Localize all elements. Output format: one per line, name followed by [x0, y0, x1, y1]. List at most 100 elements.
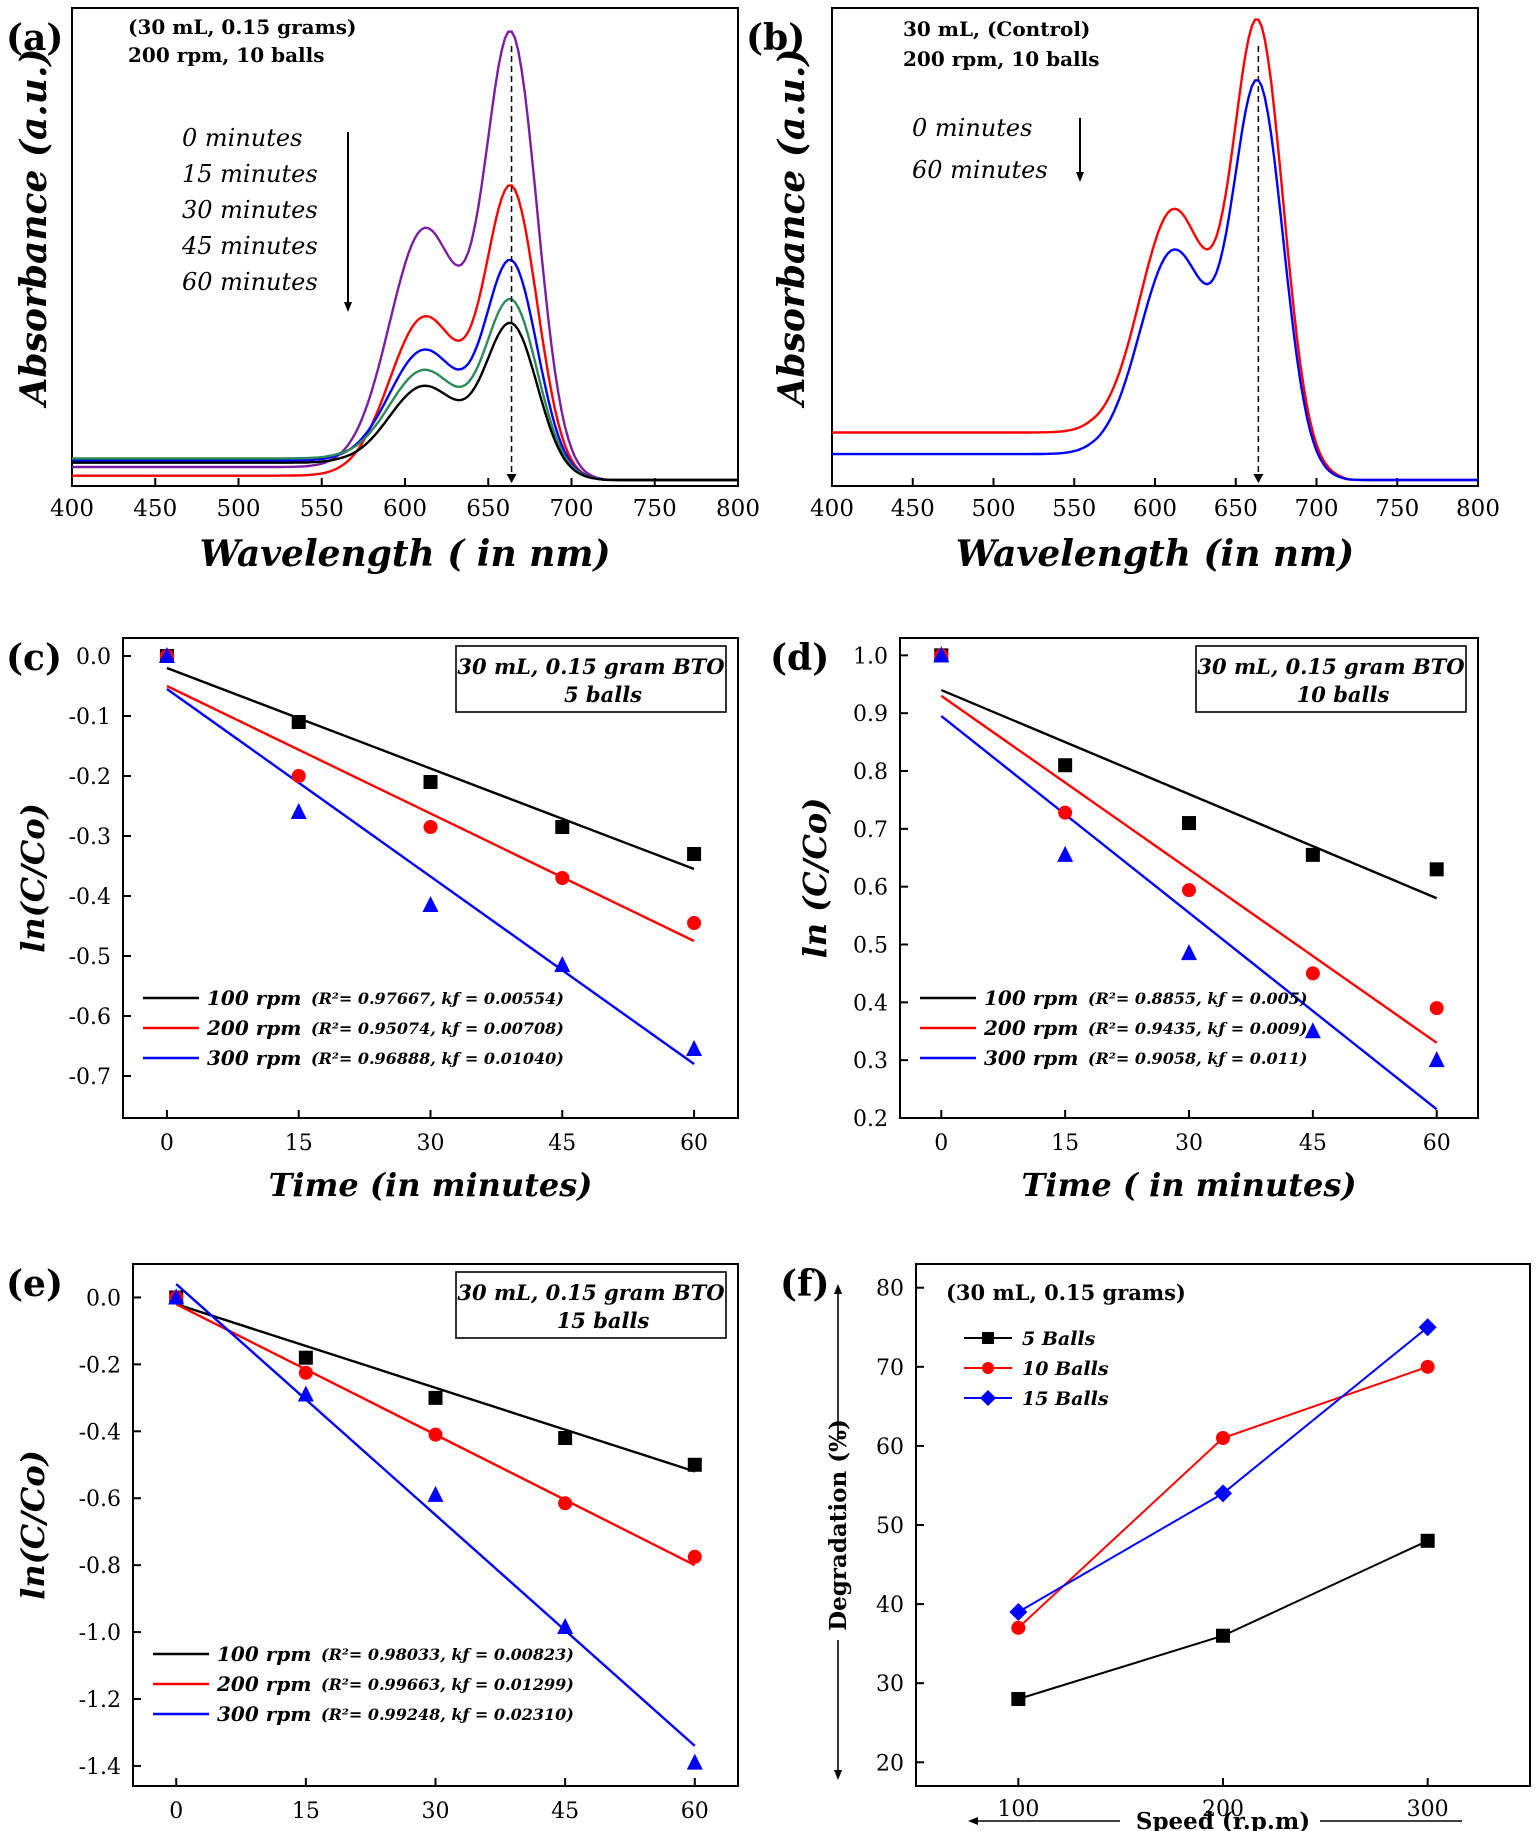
panel-label: (f)	[780, 1263, 830, 1305]
data-point-square	[298, 1350, 313, 1365]
y-tick-label: 20	[876, 1751, 904, 1776]
data-point-square	[1420, 1533, 1435, 1548]
y-tick-label: 0.9	[853, 702, 888, 727]
panel-label: (b)	[746, 17, 805, 59]
data-point-triangle	[1304, 1022, 1321, 1039]
y-tick-label: 1.0	[853, 644, 888, 669]
spectrum-line-3	[72, 298, 738, 482]
time-arrow-head	[1076, 172, 1084, 182]
x-tick-label: 400	[50, 496, 94, 522]
legend-label: 300 rpm	[217, 1702, 311, 1726]
y-tick-label: -0.1	[69, 705, 111, 730]
x-tick-label: 450	[891, 496, 935, 522]
x-tick-label: 30	[1175, 1131, 1203, 1156]
data-point-circle	[982, 1362, 994, 1374]
x-axis-title: Wavelength (in nm)	[956, 533, 1354, 575]
spectrum-line-4	[72, 321, 738, 482]
x-tick-label: 15	[292, 1799, 320, 1824]
panel-a-frame	[71, 7, 739, 487]
panel-label: (e)	[6, 1263, 63, 1305]
data-point-triangle	[1181, 944, 1197, 961]
x-tick-label: 45	[548, 1131, 576, 1156]
data-point-square	[291, 715, 306, 729]
fit-line-0	[175, 1303, 696, 1473]
x-tick-label: 45	[1299, 1131, 1327, 1156]
x-tick-label: 100	[997, 1797, 1039, 1822]
panel-f-frame	[915, 1263, 1531, 1787]
panel-b-frame	[831, 7, 1479, 487]
x-tick-label: 650	[466, 496, 510, 522]
fit-line-2	[940, 715, 1438, 1111]
y-tick-label: 0.0	[86, 1286, 121, 1311]
legend-label: 200 rpm	[216, 1672, 311, 1696]
series-line-0	[1018, 1539, 1429, 1700]
data-point-circle	[1011, 1620, 1026, 1635]
panel-c: 0.0 -0.1 -0.2 -0.3 -0.4 -0.5 -0.6 -0.7 0 15 30 45 60…	[14, 637, 739, 1204]
x-tick-label: 500	[217, 496, 261, 522]
data-point-triangle	[158, 647, 175, 663]
panel-d: 1.0 0.9 0.8 0.7 0.6 0.5 0.4 0.3 0.2 0 15 30 45 60 30 m…	[796, 637, 1479, 1204]
y-tick-label: -1.0	[79, 1621, 121, 1646]
x-tick-label: 200	[1202, 1797, 1244, 1822]
y-tick-label: 0.2	[853, 1107, 888, 1132]
y-tick-label: 40	[876, 1593, 904, 1618]
y-tick-label: -0.6	[69, 1005, 111, 1030]
panel-a: 400 450 500 550 600 650 700 750 800 (30 mL, 0.15 …	[13, 7, 760, 575]
legend-stats: (R²= 0.95074, kƒ = 0.00708)	[311, 1019, 564, 1038]
data-point-triangle	[557, 1618, 574, 1635]
y-axis-title: ln(C/Co)	[14, 1450, 52, 1600]
x-axis-title: Time ( in minutes)	[1021, 1166, 1356, 1204]
y-tick-label: 0.8	[853, 760, 888, 785]
data-point-triangle	[933, 646, 950, 663]
data-point-diamond	[1418, 1318, 1437, 1337]
x-tick-label: 550	[1052, 496, 1096, 522]
legend-stats: (R²= 0.98033, kƒ = 0.00823)	[321, 1645, 574, 1664]
data-point-circle	[1216, 1431, 1230, 1445]
data-point-triangle	[290, 803, 307, 819]
spectrum-line-1	[72, 184, 738, 482]
y-tick-label: -0.5	[69, 945, 111, 970]
data-point-triangle	[686, 1753, 703, 1770]
data-point-square	[1216, 1628, 1230, 1643]
panel-b: 400 450 500 550 600 650 700 750 800 30 mL, (Contr…	[771, 7, 1500, 575]
annotation-box	[1195, 645, 1467, 713]
legend-stats: (R²= 0.9058, kƒ = 0.011)	[1088, 1049, 1307, 1068]
data-point-triangle	[168, 1288, 185, 1305]
data-point-circle	[687, 1549, 702, 1564]
peak-marker-arrow	[506, 474, 517, 483]
y-tick-label: -0.4	[79, 1420, 121, 1445]
y-tick-label: 50	[876, 1514, 904, 1539]
annotation-text: (30 mL, 0.15 grams)	[946, 1280, 1186, 1305]
annotation-box	[455, 645, 727, 713]
time-label: 15 minutes	[182, 160, 318, 188]
x-tick-label: 15	[1051, 1131, 1079, 1156]
y-tick-label: -1.2	[79, 1688, 121, 1713]
annotation-line-2: 5 balls	[564, 682, 642, 707]
x-tick-label: 30	[422, 1799, 450, 1824]
y-tick-label: -0.2	[79, 1353, 121, 1378]
y-tick-label: 0.6	[853, 876, 888, 901]
x-tick-label: 750	[1375, 496, 1419, 522]
panel-e: 0.0 -0.2 -0.4 -0.6 -0.8 -1.0 -1.2 -1.4 0 15 30 45 60…	[14, 1263, 739, 1824]
data-point-square	[428, 1390, 443, 1405]
y-tick-label: 0.7	[853, 818, 888, 843]
condition-text: (30 mL, 0.15 grams)	[128, 15, 356, 39]
data-point-triangle	[554, 956, 571, 972]
legend-stats: (R²= 0.8855, kƒ = 0.005)	[1088, 989, 1307, 1008]
time-label: 0 minutes	[182, 124, 302, 152]
panel-label: (c)	[6, 637, 62, 679]
data-point-circle	[555, 871, 570, 885]
y-axis-title: Absorbance (a.u.)	[771, 48, 813, 408]
legend-label: 5 Balls	[1022, 1328, 1096, 1350]
y-tick-label: -1.4	[79, 1755, 121, 1780]
data-point-diamond	[1214, 1484, 1232, 1503]
legend-stats: (R²= 0.97667, kƒ = 0.00554)	[311, 989, 564, 1008]
data-point-square	[558, 1431, 573, 1445]
y-tick-label: -0.2	[69, 765, 111, 790]
y-tick-label: 0.0	[76, 645, 111, 670]
y-tick-label: 0.3	[853, 1049, 888, 1074]
x-tick-label: 45	[551, 1799, 579, 1824]
data-point-diamond	[1009, 1603, 1028, 1621]
y-axis-title: Degradation (%)	[825, 1419, 852, 1631]
